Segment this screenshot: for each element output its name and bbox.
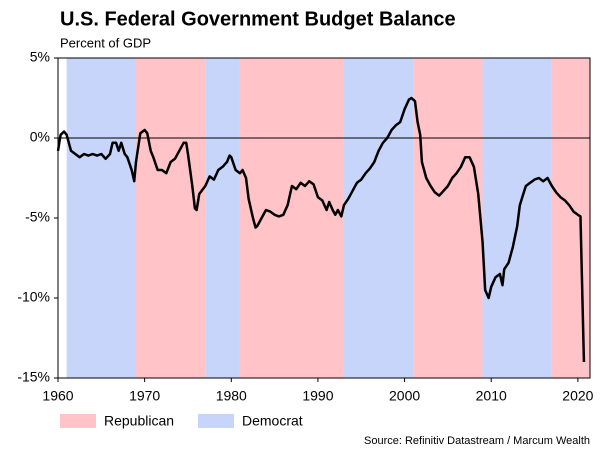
party-band (343, 58, 414, 378)
party-band (135, 58, 206, 378)
y-tick-label: 0% (30, 129, 50, 145)
party-band (239, 58, 344, 378)
y-tick-label: 5% (30, 49, 50, 65)
x-tick-label: 1990 (302, 388, 333, 404)
y-tick-label: -10% (17, 289, 50, 305)
x-tick-label: 2010 (476, 388, 507, 404)
party-band (205, 58, 240, 378)
chart-title: U.S. Federal Government Budget Balance (60, 8, 456, 30)
x-tick-label: 1960 (42, 388, 73, 404)
legend-label: Republican (104, 413, 174, 429)
x-tick-label: 1980 (216, 388, 247, 404)
y-tick-label: -5% (25, 209, 50, 225)
y-tick-label: -15% (17, 369, 50, 385)
x-tick-label: 1970 (129, 388, 160, 404)
source: Source: Refinitiv Datastream / Marcum We… (364, 435, 590, 447)
balance-line (56, 96, 586, 363)
party-band (66, 58, 136, 378)
chart-subtitle: Percent of GDP (60, 35, 151, 50)
x-tick-label: 2000 (389, 388, 420, 404)
legend-label: Democrat (242, 413, 303, 429)
party-band (413, 58, 483, 378)
legend-swatch (198, 414, 234, 428)
legend-swatch (60, 414, 96, 428)
x-tick-label: 2020 (562, 388, 593, 404)
